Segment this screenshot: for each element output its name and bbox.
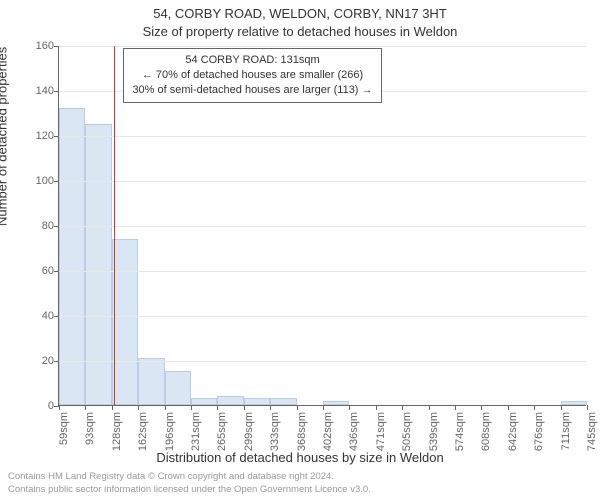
y-tickmark xyxy=(54,406,59,407)
gridline xyxy=(59,361,586,362)
histogram-bar xyxy=(323,401,349,406)
histogram-bar xyxy=(138,358,164,405)
x-tickmark xyxy=(481,405,482,410)
x-tickmark xyxy=(323,405,324,410)
histogram-bar xyxy=(85,124,111,405)
x-tick-label: 676sqm xyxy=(533,412,545,452)
x-tick-label: 436sqm xyxy=(348,412,360,452)
attribution-line1: Contains HM Land Registry data © Crown c… xyxy=(8,471,334,482)
x-tick-label: 265sqm xyxy=(216,412,228,452)
x-tick-label: 368sqm xyxy=(296,412,308,452)
x-tick-label: 162sqm xyxy=(137,412,149,452)
annotation-line1: 54 CORBY ROAD: 131sqm xyxy=(132,53,372,68)
y-axis-label: Number of detached properties xyxy=(0,47,10,226)
y-tick-label: 40 xyxy=(24,310,54,322)
histogram-bar xyxy=(191,398,217,405)
x-tickmark xyxy=(244,405,245,410)
x-tick-label: 574sqm xyxy=(454,412,466,452)
x-tickmark xyxy=(587,405,588,410)
x-tickmark xyxy=(270,405,271,410)
x-tickmark xyxy=(297,405,298,410)
histogram-bar xyxy=(165,371,191,405)
x-tick-label: 505sqm xyxy=(401,412,413,452)
y-tick-label: 60 xyxy=(24,265,54,277)
chart-container: 54, CORBY ROAD, WELDON, CORBY, NN17 3HT … xyxy=(0,0,600,500)
x-tickmark xyxy=(138,405,139,410)
x-tickmark xyxy=(85,405,86,410)
chart-title-sub: Size of property relative to detached ho… xyxy=(0,24,600,39)
y-tickmark xyxy=(54,136,59,137)
x-tick-label: 539sqm xyxy=(428,412,440,452)
x-tick-label: 128sqm xyxy=(111,412,123,452)
y-tickmark xyxy=(54,46,59,47)
y-tickmark xyxy=(54,91,59,92)
x-tick-label: 642sqm xyxy=(507,412,519,452)
x-tickmark xyxy=(349,405,350,410)
gridline xyxy=(59,271,586,272)
x-axis-label: Distribution of detached houses by size … xyxy=(0,450,600,465)
x-tick-label: 93sqm xyxy=(84,412,96,452)
annotation-line3: 30% of semi-detached houses are larger (… xyxy=(132,83,372,98)
annotation-line2: ← 70% of detached houses are smaller (26… xyxy=(132,68,372,83)
y-tick-label: 0 xyxy=(24,400,54,412)
x-tick-label: 745sqm xyxy=(586,412,598,452)
x-tick-label: 231sqm xyxy=(190,412,202,452)
x-tickmark xyxy=(59,405,60,410)
x-tick-label: 711sqm xyxy=(560,412,572,452)
x-tickmark xyxy=(429,405,430,410)
chart-title-main: 54, CORBY ROAD, WELDON, CORBY, NN17 3HT xyxy=(0,6,600,21)
reference-line xyxy=(114,46,115,405)
x-tickmark xyxy=(112,405,113,410)
y-tick-label: 100 xyxy=(24,175,54,187)
gridline xyxy=(59,136,586,137)
annotation-box: 54 CORBY ROAD: 131sqm ← 70% of detached … xyxy=(123,48,381,103)
x-tickmark xyxy=(217,405,218,410)
attribution: Contains HM Land Registry data © Crown c… xyxy=(8,471,592,496)
x-tick-label: 402sqm xyxy=(322,412,334,452)
x-tickmark xyxy=(455,405,456,410)
histogram-bar xyxy=(217,396,243,405)
gridline xyxy=(59,181,586,182)
x-tick-label: 608sqm xyxy=(480,412,492,452)
x-tick-label: 471sqm xyxy=(375,412,387,452)
gridline xyxy=(59,226,586,227)
y-tickmark xyxy=(54,181,59,182)
histogram-bar xyxy=(112,239,138,406)
x-tick-label: 59sqm xyxy=(58,412,70,452)
y-tick-label: 80 xyxy=(24,220,54,232)
gridline xyxy=(59,46,586,47)
x-tickmark xyxy=(534,405,535,410)
histogram-bar xyxy=(270,398,296,405)
y-tick-label: 140 xyxy=(24,85,54,97)
histogram-bar xyxy=(561,401,587,406)
gridline xyxy=(59,316,586,317)
y-tickmark xyxy=(54,271,59,272)
histogram-bar xyxy=(244,398,270,405)
y-tickmark xyxy=(54,361,59,362)
x-tick-label: 196sqm xyxy=(164,412,176,452)
x-tickmark xyxy=(191,405,192,410)
x-tickmark xyxy=(165,405,166,410)
y-tickmark xyxy=(54,316,59,317)
x-tickmark xyxy=(561,405,562,410)
y-tick-label: 160 xyxy=(24,40,54,52)
x-tickmark xyxy=(402,405,403,410)
x-tickmark xyxy=(376,405,377,410)
y-tick-label: 120 xyxy=(24,130,54,142)
y-tick-label: 20 xyxy=(24,355,54,367)
y-tickmark xyxy=(54,226,59,227)
x-tick-label: 299sqm xyxy=(243,412,255,452)
x-tick-label: 333sqm xyxy=(269,412,281,452)
x-tickmark xyxy=(508,405,509,410)
attribution-line2: Contains public sector information licen… xyxy=(8,484,371,495)
